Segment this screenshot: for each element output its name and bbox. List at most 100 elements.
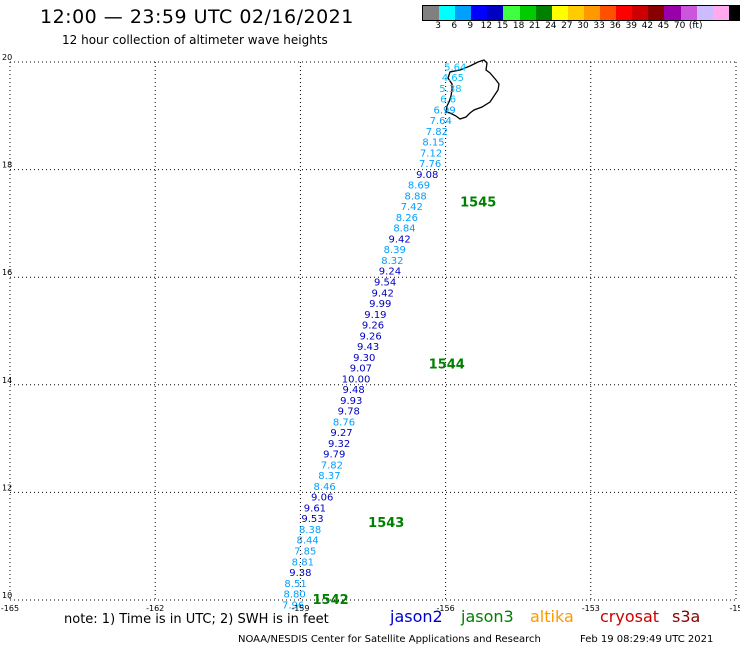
swh-value: 9.78: [338, 407, 360, 418]
color-swatch: [439, 6, 456, 20]
color-swatch: [632, 6, 649, 20]
swh-value: 9.79: [323, 450, 345, 461]
lat-label: 10: [2, 591, 12, 600]
swh-value: 7.85: [294, 547, 316, 558]
lat-label: 20: [2, 53, 12, 62]
color-scale-label: 24: [545, 21, 557, 31]
color-scale-label: 6: [451, 21, 458, 31]
swh-value: 8.32: [381, 256, 403, 267]
swh-value: 5.64: [444, 62, 466, 73]
color-swatch: [519, 6, 536, 20]
lat-label: 12: [2, 483, 12, 492]
color-scale-label: 45: [657, 21, 670, 31]
color-scale-label: 39: [625, 21, 638, 31]
swh-value: 9.27: [330, 428, 352, 439]
swh-value: 9.48: [343, 385, 365, 396]
color-swatch: [696, 6, 713, 20]
swh-value: 8.39: [384, 245, 406, 256]
swh-value: 7.64: [430, 116, 452, 127]
color-scale-label: (ft): [688, 21, 703, 31]
color-scale-label: 3: [435, 21, 441, 31]
swh-value: 8.80: [283, 590, 305, 601]
footer-credit: NOAA/NESDIS Center for Satellite Applica…: [238, 634, 541, 645]
swh-value: 10.00: [342, 374, 371, 385]
lon-label: -165: [1, 604, 19, 613]
color-swatch: [664, 6, 681, 20]
swh-value: 8.44: [297, 536, 319, 547]
legend-cryosat: cryosat: [600, 607, 660, 626]
swh-value: 7.76: [419, 159, 441, 170]
time-labels: 1545 1544 1543 1542: [313, 195, 497, 608]
swh-value: 8.69: [408, 181, 430, 192]
swh-value: 8.84: [393, 224, 415, 235]
color-scale-label: 15: [496, 21, 509, 31]
swh-value: 8.76: [333, 417, 355, 428]
color-swatch: [503, 6, 520, 20]
swh-value: 8.15: [422, 138, 444, 149]
swh-value: 9.06: [311, 493, 333, 504]
swh-value: 7.96: [282, 600, 304, 611]
map-grid: [9, 61, 737, 601]
color-swatch: [471, 6, 488, 20]
legend-note: note: 1) Time is in UTC; 2) SWH is in fe…: [64, 612, 329, 627]
color-scale-label: 36: [609, 21, 621, 31]
swh-value: 9.99: [369, 299, 391, 310]
swh-value: 8.38: [299, 525, 321, 536]
color-scale-label: 33: [593, 21, 605, 31]
color-scale-label: 12: [480, 21, 493, 31]
color-swatch: [551, 6, 568, 20]
swh-value: 8.37: [318, 471, 340, 482]
swh-value: 9.30: [353, 353, 375, 364]
swh-value: 8.46: [313, 482, 335, 493]
swh-value: 9.93: [340, 396, 362, 407]
swh-observations: 5.644.655.386.66.997.647.828.157.127.769…: [282, 62, 466, 611]
swh-value: 9.26: [362, 321, 384, 332]
color-swatch: [616, 6, 633, 20]
swh-value: 8.26: [396, 213, 418, 224]
color-scale-label: 70: [673, 21, 686, 31]
swh-value: 9.53: [301, 514, 323, 525]
swh-value: 8.51: [284, 579, 306, 590]
swh-value: 9.26: [359, 331, 381, 342]
page-title: 12:00 — 23:59 UTC 02/16/2021: [40, 6, 354, 28]
swh-value: 9.32: [328, 439, 350, 450]
page-subtitle: 12 hour collection of altimeter wave hei…: [62, 33, 328, 47]
swh-value: 9.54: [374, 278, 396, 289]
color-scale-bar: [422, 5, 740, 21]
hawaii-coastline: [445, 59, 500, 120]
lon-label: -153: [582, 604, 600, 613]
time-label: 1545: [460, 195, 496, 210]
color-scale-label: 27: [561, 21, 573, 31]
swh-value: 9.19: [364, 310, 386, 321]
swh-value: 9.42: [372, 288, 394, 299]
swh-value: 7.82: [321, 460, 343, 471]
swh-value: 8.81: [292, 557, 314, 568]
swh-value: 6.6: [440, 95, 456, 106]
time-label: 1542: [313, 593, 349, 608]
lon-label: -15: [729, 604, 740, 613]
footer-datetime: Feb 19 08:29:49 UTC 2021: [580, 634, 714, 645]
swh-value: 9.38: [289, 568, 311, 579]
legend-altika: altika: [530, 607, 574, 626]
swh-value: 9.08: [416, 170, 438, 181]
swh-value: 9.07: [350, 364, 372, 375]
color-swatch: [648, 6, 665, 20]
axis-labels: 20 18 16 14 12 10 -165 -162 -159 -156 -153 -15: [1, 53, 740, 613]
color-scale-label: 30: [577, 21, 589, 31]
lon-label: -156: [437, 604, 455, 613]
swh-value: 8.88: [404, 191, 426, 202]
color-scale-label: 21: [528, 21, 541, 31]
color-swatch: [567, 6, 584, 20]
swh-value: 7.42: [401, 202, 423, 213]
color-swatch: [455, 6, 472, 20]
legend-jason3: jason3: [461, 607, 514, 626]
swh-value: 9.61: [304, 503, 326, 514]
legend-jason2: jason2: [390, 607, 443, 626]
swh-value: 9.24: [379, 267, 401, 278]
lon-label: -159: [291, 604, 309, 613]
swh-value: 5.38: [439, 84, 461, 95]
swh-value: 7.82: [426, 127, 448, 138]
lat-label: 18: [2, 161, 12, 170]
color-swatch: [600, 6, 617, 20]
